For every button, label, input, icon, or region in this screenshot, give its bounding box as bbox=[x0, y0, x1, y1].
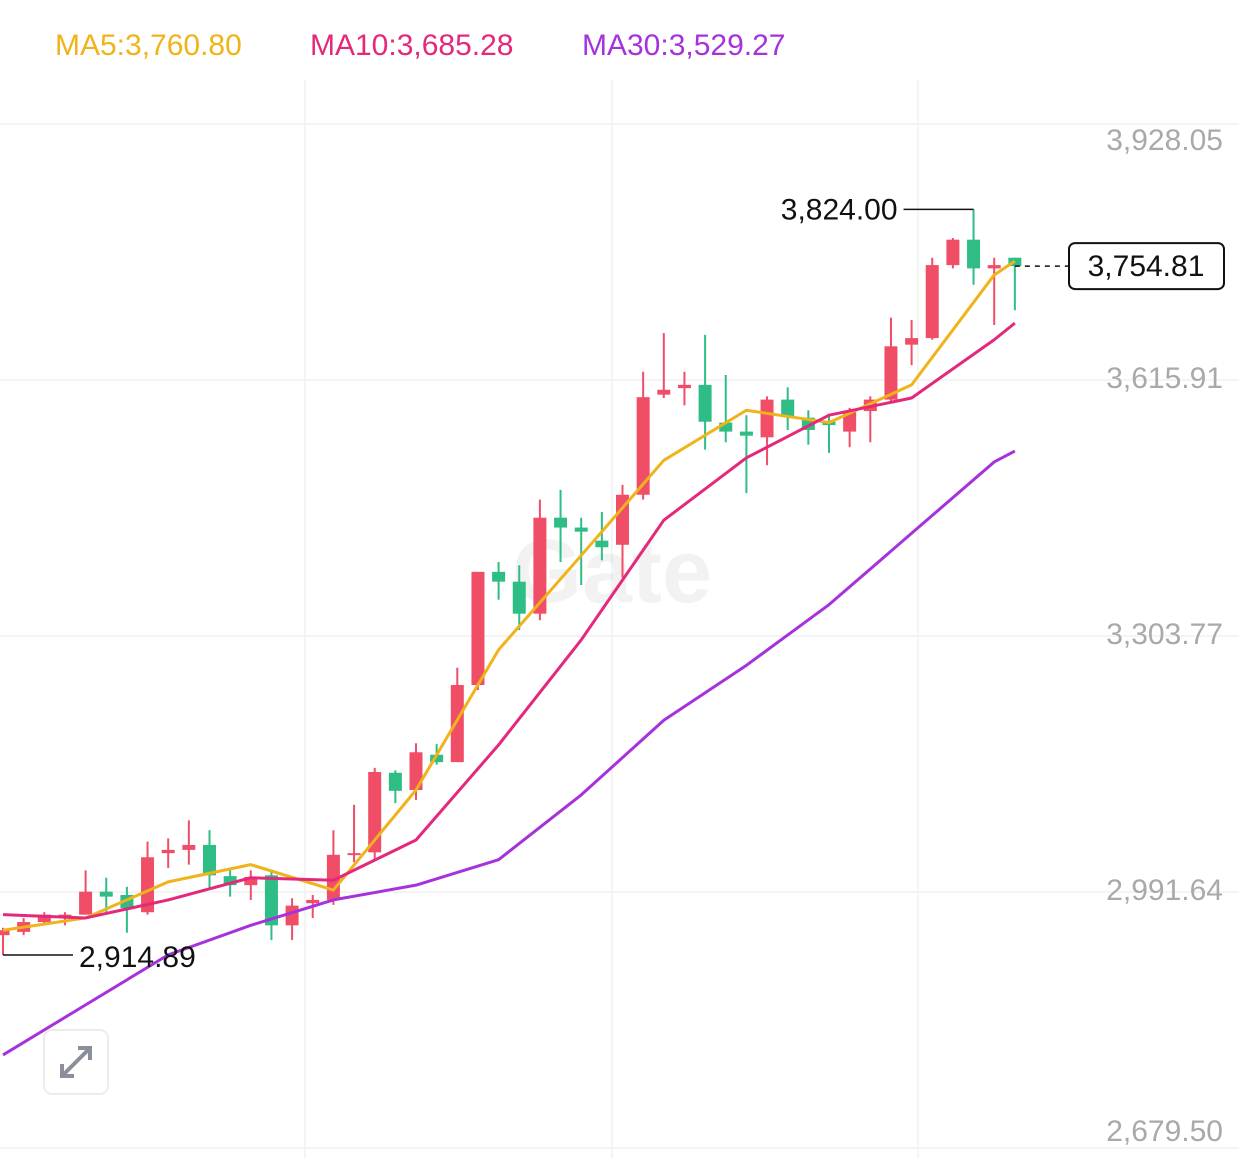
legend-entry: MA10:3,685.28 bbox=[310, 29, 513, 62]
candle-body bbox=[347, 853, 361, 856]
candle-body bbox=[616, 494, 629, 545]
candle-body bbox=[925, 265, 939, 339]
candle-body bbox=[677, 384, 691, 389]
candle-body bbox=[719, 422, 733, 432]
candle-body bbox=[554, 517, 568, 528]
candle-body bbox=[388, 772, 402, 791]
y-tick-label: 3,928.05 bbox=[1106, 124, 1223, 157]
candle-body bbox=[595, 540, 609, 548]
candle-body bbox=[450, 685, 464, 763]
candle-body bbox=[306, 899, 320, 904]
candle-body bbox=[698, 384, 712, 422]
expand-button[interactable] bbox=[43, 1029, 109, 1095]
high-label: 3,824.00 bbox=[781, 193, 898, 226]
candle-body bbox=[182, 844, 196, 850]
y-tick-label: 3,615.91 bbox=[1106, 362, 1223, 395]
candle-body bbox=[987, 265, 1001, 269]
candle-body bbox=[657, 389, 671, 395]
candle-body bbox=[512, 581, 526, 614]
candle-body bbox=[244, 876, 258, 886]
candle-body bbox=[203, 844, 216, 876]
low-label: 2,914.89 bbox=[79, 941, 196, 974]
candle-body bbox=[760, 399, 774, 438]
candle-body bbox=[946, 239, 960, 266]
candle-body bbox=[533, 517, 547, 614]
candle-body bbox=[884, 346, 898, 400]
legend-entry: MA5:3,760.80 bbox=[55, 29, 242, 62]
last-price-box bbox=[1068, 242, 1225, 291]
candle-body bbox=[471, 571, 485, 686]
y-tick-label: 2,679.50 bbox=[1106, 1115, 1223, 1148]
candle-body bbox=[37, 914, 51, 923]
ma-line bbox=[2, 259, 1016, 932]
candle-body bbox=[967, 239, 981, 269]
candle-body bbox=[0, 930, 10, 936]
candle-body bbox=[430, 754, 444, 763]
candle-body bbox=[574, 527, 588, 532]
legend-entry: MA30:3,529.27 bbox=[582, 29, 785, 62]
candle-body bbox=[79, 891, 93, 915]
candle-body bbox=[739, 431, 753, 436]
expand-icon[interactable] bbox=[60, 1046, 92, 1078]
y-tick-label: 3,303.77 bbox=[1106, 618, 1223, 651]
candle-body bbox=[99, 891, 113, 897]
ma-line bbox=[2, 321, 1016, 920]
candle-body bbox=[636, 397, 650, 495]
ma-line bbox=[2, 449, 1016, 1057]
y-tick-label: 2,991.64 bbox=[1106, 874, 1223, 907]
candle-body bbox=[905, 338, 919, 345]
candle-body bbox=[368, 771, 382, 853]
candle-body bbox=[264, 875, 278, 926]
candle-body bbox=[161, 849, 175, 854]
candle-body bbox=[223, 876, 237, 886]
candle-body bbox=[492, 571, 506, 582]
last-price-label: 3,754.81 bbox=[1088, 250, 1205, 283]
candle-body bbox=[141, 857, 155, 913]
candle-body bbox=[781, 399, 795, 417]
candle-body bbox=[409, 752, 423, 791]
